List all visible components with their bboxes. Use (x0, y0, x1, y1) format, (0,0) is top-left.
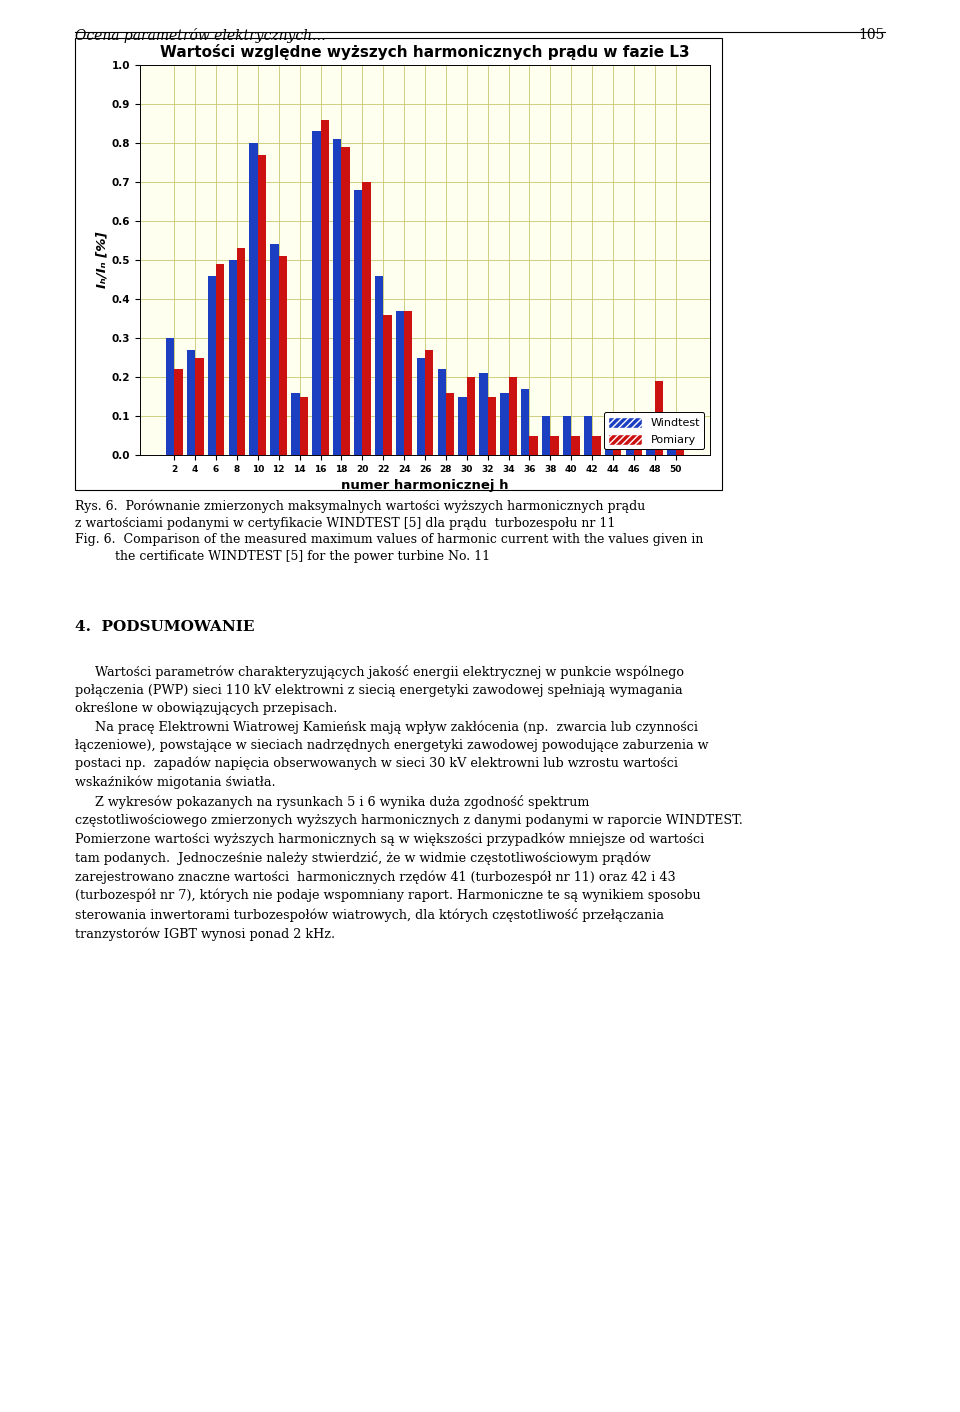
Bar (362, 182, 371, 455)
Bar (321, 120, 329, 455)
Text: Wartości parametrów charakteryzujących jakość energii elektrycznej w punkcie wsp: Wartości parametrów charakteryzujących j… (75, 665, 743, 940)
Bar (563, 417, 571, 455)
Bar (634, 435, 642, 455)
Bar (550, 435, 559, 455)
Bar (425, 350, 433, 455)
Bar (228, 260, 237, 455)
Bar (312, 131, 321, 455)
Bar (438, 369, 445, 455)
Bar (646, 417, 655, 455)
Bar (445, 393, 454, 455)
Bar (383, 315, 392, 455)
Bar (258, 155, 266, 455)
Bar (291, 393, 300, 455)
Text: Ocena parametrów elektrycznych…: Ocena parametrów elektrycznych… (75, 28, 325, 42)
Bar (250, 143, 258, 455)
Legend: Windtest, Pomiary: Windtest, Pomiary (604, 412, 705, 449)
Bar (271, 244, 278, 455)
Bar (509, 377, 516, 455)
Bar (542, 417, 550, 455)
Bar (613, 435, 621, 455)
Bar (584, 417, 592, 455)
Bar (500, 393, 509, 455)
Bar (571, 435, 580, 455)
Bar (300, 397, 308, 455)
Y-axis label: Iₕ/Iₙ [%]: Iₕ/Iₙ [%] (96, 232, 108, 288)
Bar (521, 388, 530, 455)
Text: 105: 105 (859, 28, 885, 42)
Bar (374, 275, 383, 455)
Text: Rys. 6.  Porównanie zmierzonych maksymalnych wartości wyższych harmonicznych prą: Rys. 6. Porównanie zmierzonych maksymaln… (75, 500, 704, 563)
Bar (396, 311, 404, 455)
Bar (278, 256, 287, 455)
Bar (488, 397, 496, 455)
Title: Wartości względne wyższych harmonicznych prądu w fazie L3: Wartości względne wyższych harmonicznych… (160, 44, 690, 59)
Bar (175, 369, 182, 455)
Bar (207, 275, 216, 455)
Bar (342, 147, 349, 455)
Bar (417, 357, 425, 455)
Bar (467, 377, 475, 455)
Bar (195, 357, 204, 455)
Bar (667, 417, 676, 455)
Bar (187, 350, 195, 455)
Bar (166, 337, 175, 455)
Bar (237, 249, 246, 455)
X-axis label: numer harmonicznej h: numer harmonicznej h (341, 479, 509, 493)
Bar (479, 373, 488, 455)
Bar (216, 264, 225, 455)
Bar (605, 417, 613, 455)
Text: 4.  PODSUMOWANIE: 4. PODSUMOWANIE (75, 620, 254, 634)
Bar (333, 140, 342, 455)
Bar (404, 311, 413, 455)
Bar (459, 397, 467, 455)
Bar (676, 435, 684, 455)
Bar (530, 435, 538, 455)
Bar (354, 189, 362, 455)
Bar (655, 381, 663, 455)
Bar (592, 435, 601, 455)
Bar (626, 417, 634, 455)
